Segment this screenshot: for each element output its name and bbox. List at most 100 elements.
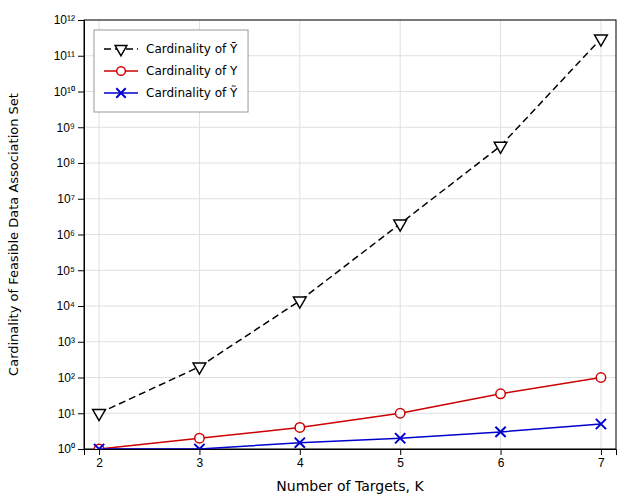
x-tick-label: 3 — [197, 456, 204, 470]
y-tick-label: 10⁰ — [58, 442, 75, 456]
y-axis-title: Cardinality of Feasible Data Association… — [6, 93, 21, 376]
grid-line-y — [84, 413, 616, 414]
y-tick-mark — [78, 92, 84, 93]
series — [94, 419, 606, 449]
y-tick-label: 10¹ — [58, 407, 75, 421]
series-line — [99, 39, 601, 414]
x-tick-mark — [601, 449, 602, 455]
y-tick: 10⁹ — [57, 121, 85, 135]
series-line — [99, 424, 601, 449]
y-axis-line — [78, 21, 85, 450]
y-tick-label: 10¹⁰ — [54, 85, 75, 99]
point — [395, 409, 404, 418]
x-tick-mark — [501, 449, 502, 455]
y-tick-label: 10¹¹ — [54, 49, 75, 63]
y-tick-label: 10⁴ — [56, 299, 75, 313]
legend-item: Cardinality of Ỹ — [104, 85, 238, 100]
grid-line-y — [84, 341, 616, 342]
x-tick-mark — [300, 449, 301, 455]
y-tick-mark — [78, 235, 84, 236]
legend-label: Cardinality of Ȳ — [146, 42, 238, 56]
x-tick: 7 — [598, 449, 605, 470]
legend-item: Cardinality of Y — [104, 64, 238, 78]
legend: Cardinality of Ȳ Cardinality of Y Cardinal… — [94, 30, 248, 112]
y-tick: 10⁵ — [57, 264, 84, 278]
point — [394, 220, 407, 231]
y-tick: 10¹ — [58, 407, 84, 421]
grid — [84, 20, 616, 449]
point — [194, 444, 204, 449]
y-tick-mark — [78, 449, 84, 450]
legend-marker — [117, 67, 126, 76]
x-axis-line — [85, 450, 617, 456]
point — [395, 433, 405, 443]
grid-line-y — [84, 270, 616, 271]
point — [295, 423, 304, 432]
y-tick-mark — [78, 342, 84, 343]
y-tick: 10⁶ — [57, 228, 84, 242]
x-tick-label: 5 — [397, 456, 404, 470]
x-tick-label: 6 — [498, 456, 505, 470]
point — [494, 142, 507, 153]
y-tick-mark — [78, 378, 84, 379]
y-tick: 10⁸ — [57, 156, 84, 170]
y-tick-label: 10⁹ — [57, 121, 76, 135]
y-tick-mark — [78, 413, 84, 414]
y-tick-label: 10⁷ — [57, 192, 75, 206]
grid-line-y — [84, 377, 616, 378]
point — [195, 434, 204, 443]
y-tick: 10³ — [58, 335, 84, 349]
grid-line-y — [84, 198, 616, 199]
legend-marker — [116, 88, 125, 97]
x-tick: 4 — [297, 449, 304, 470]
grid-line-y — [84, 127, 616, 128]
grid-line-y — [84, 234, 616, 235]
y-tick: 10¹¹ — [54, 49, 84, 63]
y-tick-mark — [78, 199, 84, 200]
y-tick-mark — [78, 270, 84, 271]
x-tick: 2 — [96, 449, 103, 470]
point — [293, 297, 306, 308]
x-tick-mark — [400, 449, 401, 455]
marks — [93, 35, 608, 449]
y-tick-mark — [78, 306, 84, 307]
point — [93, 410, 106, 421]
x-tick-label: 7 — [598, 456, 605, 470]
x-tick: 3 — [197, 449, 204, 470]
x-tick-mark — [99, 449, 100, 455]
point — [496, 389, 505, 398]
x-tick: 6 — [498, 449, 505, 470]
legend-item: Cardinality of Ȳ — [104, 42, 238, 56]
x-axis-title: Number of Targets, K — [276, 478, 424, 494]
point — [193, 363, 206, 374]
point — [596, 419, 606, 429]
y-tick-label: 10² — [58, 371, 75, 385]
y-tick-label: 10⁵ — [57, 264, 75, 278]
legend-marker — [115, 46, 127, 56]
y-tick-label: 10⁶ — [57, 228, 75, 242]
grid-line-y — [84, 163, 616, 164]
y-tick-mark — [78, 56, 84, 57]
y-tick-mark — [78, 163, 84, 164]
point — [595, 35, 608, 46]
point — [295, 438, 305, 448]
y-tick: 10⁰ — [58, 442, 84, 456]
point — [495, 427, 505, 437]
y-tick-label: 10³ — [58, 335, 75, 349]
plot: 2 3 4 5 6 7 10⁰ 10¹ 10² 10³ 10⁴ 10⁵ 10⁶ 10⁷ 10⁸ 10⁹ 10¹⁰… — [54, 13, 617, 469]
x-tick-label: 4 — [297, 456, 304, 470]
y-tick: 10⁷ — [57, 192, 84, 206]
y-tick: 10¹⁰ — [54, 85, 84, 99]
point — [94, 444, 104, 449]
legend-box — [94, 30, 248, 112]
x-tick-label: 2 — [96, 456, 103, 470]
series — [94, 373, 605, 449]
x-tick: 5 — [397, 449, 404, 470]
y-tick-label: 10¹² — [54, 13, 75, 27]
grid-line-y — [84, 306, 616, 307]
x-axis: 2 3 4 5 6 7 — [85, 449, 617, 470]
y-tick-mark — [78, 127, 84, 128]
y-tick: 10⁴ — [56, 299, 84, 313]
series-line — [99, 378, 601, 450]
legend-label: Cardinality of Y — [146, 64, 238, 78]
